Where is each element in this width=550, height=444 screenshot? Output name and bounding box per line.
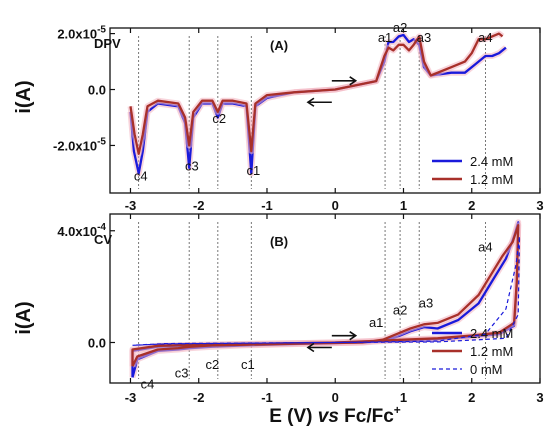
panel-a-x-tick-label-6: 2 bbox=[468, 198, 475, 213]
panel-a-y-tick-label-2: 0.0 bbox=[88, 83, 106, 98]
panel-b-frame bbox=[109, 213, 541, 384]
panel-a-series-2-4-mm bbox=[129, 33, 507, 175]
panel-a-peak-label-c3: c3 bbox=[185, 159, 199, 174]
panel-a-x-tick-label-3: -1 bbox=[261, 198, 273, 213]
panel-a-legend-label-2: 1.2 mM bbox=[470, 172, 513, 187]
panel-b-y-tick-label-1: 4.0x10-4 bbox=[57, 222, 106, 239]
panel-a-y-tick-label-1: 2.0x10-5 bbox=[57, 25, 106, 42]
panel-b-peak-label-c1: c1 bbox=[241, 357, 255, 372]
panel-b-reverse-arrow bbox=[306, 342, 332, 353]
panel-a-forward-arrow bbox=[331, 76, 358, 86]
panel-b-x-tick-label-5: 1 bbox=[400, 390, 407, 405]
panel-a-peak-label-c4: c4 bbox=[134, 168, 148, 183]
panel-a-peak-label-a2: a2 bbox=[393, 20, 407, 35]
technique-label-a: DPV bbox=[94, 36, 121, 51]
panel-a-frame bbox=[109, 27, 541, 194]
panel-b-peak-label-a1: a1 bbox=[369, 315, 383, 330]
panel-a-x-tick-label-2: -2 bbox=[193, 198, 205, 213]
panel-a-peak-label-a4: a4 bbox=[478, 30, 492, 45]
y-axis-title-a: i(A) bbox=[13, 80, 35, 113]
panel-b-peak-label-a4: a4 bbox=[478, 240, 492, 255]
panel-a-x-tick-label-4: 0 bbox=[332, 198, 339, 213]
panel-b-legend-label-1: 2.4 mM bbox=[470, 326, 513, 341]
panel-a-series-1-2-mm bbox=[129, 32, 504, 155]
panel-a-dpv: DPV (A) i(A) 2.0x10-5 0.0 -2.0x10-5 -3 -2 -1 0… bbox=[13, 20, 544, 213]
y-axis-title-b: i(A) bbox=[13, 301, 35, 334]
panel-b-x-tick-label-4: 0 bbox=[332, 390, 339, 405]
panel-b-peak-label-c2: c2 bbox=[206, 357, 220, 372]
x-axis-title-part-1: E (V) bbox=[269, 406, 318, 427]
panel-a-series-halo-2 bbox=[127, 30, 505, 157]
x-axis-title: E (V) vs Fc/Fc+ bbox=[269, 403, 401, 427]
panel-b-peak-label-c4: c4 bbox=[141, 377, 155, 392]
panel-a-peak-label-a3: a3 bbox=[417, 30, 431, 45]
panel-b-x-tick-label-7: 3 bbox=[536, 390, 543, 405]
panel-b-peak-label-a2: a2 bbox=[393, 303, 407, 318]
panel-a-peak-label-c2: c2 bbox=[212, 111, 226, 126]
panel-a-peak-label-a1: a1 bbox=[378, 30, 392, 45]
panel-b-peak-label-a3: a3 bbox=[419, 296, 433, 311]
panel-b-cv: CV (B) i(A) E (V) vs Fc/Fc+ 4.0x10-4 0.0 -… bbox=[13, 213, 544, 427]
panel-a-x-tick-label-7: 3 bbox=[536, 198, 543, 213]
panel-b-legend-label-2: 1.2 mM bbox=[470, 344, 513, 359]
panel-a-y-tick-label-3: -2.0x10-5 bbox=[53, 136, 106, 153]
panel-a-x-tick-label-1: -3 bbox=[125, 198, 137, 213]
panel-b-series-halo-1 bbox=[129, 219, 522, 379]
panel-b-y-tick-label-2: 0.0 bbox=[88, 335, 106, 350]
panel-a-legend-label-1: 2.4 mM bbox=[470, 154, 513, 169]
x-axis-title-part-4: + bbox=[394, 403, 401, 417]
panel-b-peak-label-c3: c3 bbox=[175, 365, 189, 380]
panel-b-legend-label-3: 0 mM bbox=[470, 362, 503, 377]
panel-a-x-tick-label-5: 1 bbox=[400, 198, 407, 213]
panel-b-x-tick-label-6: 2 bbox=[468, 390, 475, 405]
panel-b-x-tick-label-3: -1 bbox=[261, 390, 273, 405]
panel-a-reverse-arrow bbox=[306, 97, 332, 107]
panel-a-peak-label-c1: c1 bbox=[246, 163, 260, 178]
panel-b-x-tick-label-1: -3 bbox=[125, 390, 137, 405]
technique-label-b: CV bbox=[94, 232, 112, 247]
x-axis-title-part-2: vs bbox=[318, 406, 339, 427]
x-axis-title-part-3: Fc/Fc bbox=[339, 406, 394, 427]
panel-b-series-2-4-mm bbox=[131, 221, 520, 378]
panel-b-forward-arrow bbox=[331, 331, 358, 341]
panel-label-a: (A) bbox=[270, 38, 288, 53]
panel-b-series-0-mm bbox=[132, 235, 521, 346]
panel-b-x-tick-label-2: -2 bbox=[193, 390, 205, 405]
panel-label-b: (B) bbox=[270, 234, 288, 249]
